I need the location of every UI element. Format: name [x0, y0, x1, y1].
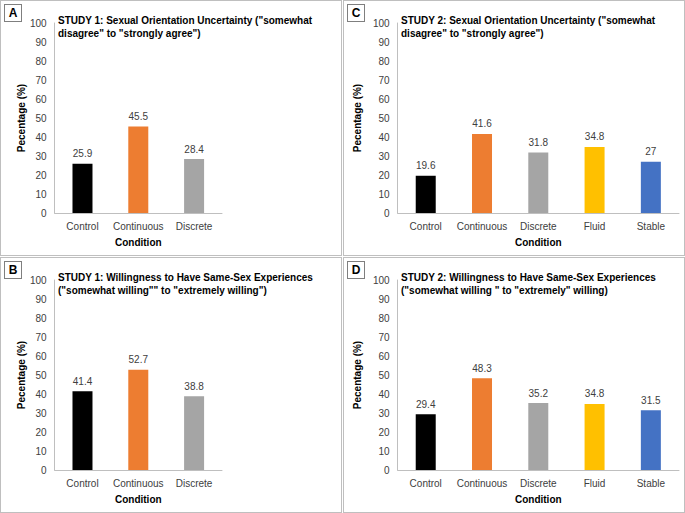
svg-text:29.4: 29.4 [416, 399, 436, 410]
svg-text:STUDY 1: Willingness to Have S: STUDY 1: Willingness to Have Same-Sex Ex… [58, 272, 316, 283]
svg-text:34.8: 34.8 [585, 388, 605, 399]
svg-text:Pecentage (%): Pecentage (%) [352, 84, 363, 152]
svg-text:0: 0 [41, 465, 47, 476]
svg-text:disagree" to "strongly agree"): disagree" to "strongly agree") [58, 28, 201, 39]
svg-text:disagree" to "strongly agree"): disagree" to "strongly agree") [401, 28, 544, 39]
svg-text:45.5: 45.5 [129, 111, 149, 122]
svg-text:20: 20 [378, 170, 390, 181]
svg-text:50: 50 [35, 113, 47, 124]
svg-text:70: 70 [378, 75, 390, 86]
svg-text:10: 10 [378, 189, 390, 200]
svg-text:Fluid: Fluid [584, 478, 606, 489]
svg-text:Discrete: Discrete [520, 478, 557, 489]
svg-text:0: 0 [41, 208, 47, 219]
svg-text:10: 10 [35, 446, 47, 457]
svg-text:Continuous: Continuous [113, 221, 164, 232]
svg-text:("somewhat willing"" to "extre: ("somewhat willing"" to "extremely willi… [58, 285, 267, 296]
svg-text:90: 90 [35, 37, 47, 48]
svg-text:Control: Control [410, 478, 442, 489]
svg-text:Stable: Stable [637, 478, 666, 489]
svg-text:Pecentage (%): Pecentage (%) [352, 341, 363, 409]
svg-text:30: 30 [35, 408, 47, 419]
svg-text:41.4: 41.4 [73, 376, 93, 387]
svg-text:Control: Control [410, 221, 442, 232]
svg-text:Condition: Condition [515, 237, 562, 248]
svg-text:30: 30 [378, 408, 390, 419]
svg-text:34.8: 34.8 [585, 131, 605, 142]
svg-text:50: 50 [35, 370, 47, 381]
svg-text:48.3: 48.3 [472, 363, 492, 374]
svg-text:10: 10 [35, 189, 47, 200]
svg-text:50: 50 [378, 113, 390, 124]
svg-text:35.2: 35.2 [529, 388, 549, 399]
svg-text:100: 100 [373, 18, 390, 29]
svg-text:Continuous: Continuous [457, 478, 508, 489]
svg-text:Fluid: Fluid [584, 221, 606, 232]
svg-text:Control: Control [66, 478, 98, 489]
svg-text:30: 30 [35, 151, 47, 162]
svg-text:STUDY 2: Willingness to Have S: STUDY 2: Willingness to Have Same-Sex Ex… [401, 272, 659, 283]
svg-text:28.4: 28.4 [184, 144, 204, 155]
svg-text:60: 60 [378, 351, 390, 362]
svg-text:("somewhat willing " to "extre: ("somewhat willing " to "extremely" will… [401, 285, 608, 296]
svg-text:Discrete: Discrete [176, 221, 213, 232]
svg-text:80: 80 [378, 56, 390, 67]
svg-text:Stable: Stable [637, 221, 666, 232]
svg-text:40: 40 [378, 132, 390, 143]
svg-text:100: 100 [373, 275, 390, 286]
html-text:B: B [8, 263, 18, 277]
svg-text:Control: Control [66, 221, 98, 232]
svg-text:Pecentage (%): Pecentage (%) [16, 84, 27, 152]
svg-text:Condition: Condition [115, 494, 162, 505]
svg-text:Pecentage (%): Pecentage (%) [16, 341, 27, 409]
svg-text:20: 20 [35, 170, 47, 181]
svg-text:31.5: 31.5 [641, 395, 661, 406]
svg-text:100: 100 [30, 275, 47, 286]
svg-text:60: 60 [35, 351, 47, 362]
svg-text:30: 30 [378, 151, 390, 162]
svg-text:STUDY 1: Sexual Orientation Un: STUDY 1: Sexual Orientation Uncertainty … [58, 15, 315, 26]
svg-text:20: 20 [35, 427, 47, 438]
svg-text:Condition: Condition [115, 237, 162, 248]
svg-text:70: 70 [378, 332, 390, 343]
svg-text:80: 80 [35, 313, 47, 324]
html-text:C: C [351, 6, 361, 20]
svg-text:90: 90 [378, 294, 390, 305]
svg-text:40: 40 [35, 389, 47, 400]
svg-text:70: 70 [35, 332, 47, 343]
svg-text:40: 40 [378, 389, 390, 400]
svg-text:10: 10 [378, 446, 390, 457]
svg-text:27: 27 [645, 146, 657, 157]
svg-text:0: 0 [384, 208, 390, 219]
svg-text:Continuous: Continuous [457, 221, 508, 232]
svg-text:20: 20 [378, 427, 390, 438]
svg-text:STUDY 2: Sexual Orientation Un: STUDY 2: Sexual Orientation Uncertainty … [401, 15, 658, 26]
svg-text:80: 80 [378, 313, 390, 324]
svg-text:25.9: 25.9 [73, 148, 93, 159]
svg-text:90: 90 [35, 294, 47, 305]
svg-text:90: 90 [378, 37, 390, 48]
svg-text:0: 0 [384, 465, 390, 476]
svg-text:31.8: 31.8 [529, 137, 549, 148]
svg-text:19.6: 19.6 [416, 160, 436, 171]
svg-text:Condition: Condition [515, 494, 562, 505]
svg-text:52.7: 52.7 [129, 354, 149, 365]
svg-text:60: 60 [35, 94, 47, 105]
svg-text:38.8: 38.8 [184, 381, 204, 392]
svg-text:Discrete: Discrete [176, 478, 213, 489]
svg-text:60: 60 [378, 94, 390, 105]
svg-text:50: 50 [378, 370, 390, 381]
svg-text:41.6: 41.6 [472, 118, 492, 129]
html-text:A: A [8, 6, 18, 20]
svg-text:Continuous: Continuous [113, 478, 164, 489]
svg-text:Discrete: Discrete [520, 221, 557, 232]
svg-text:70: 70 [35, 75, 47, 86]
html-text:D: D [351, 263, 361, 277]
svg-text:100: 100 [30, 18, 47, 29]
svg-text:40: 40 [35, 132, 47, 143]
svg-text:80: 80 [35, 56, 47, 67]
